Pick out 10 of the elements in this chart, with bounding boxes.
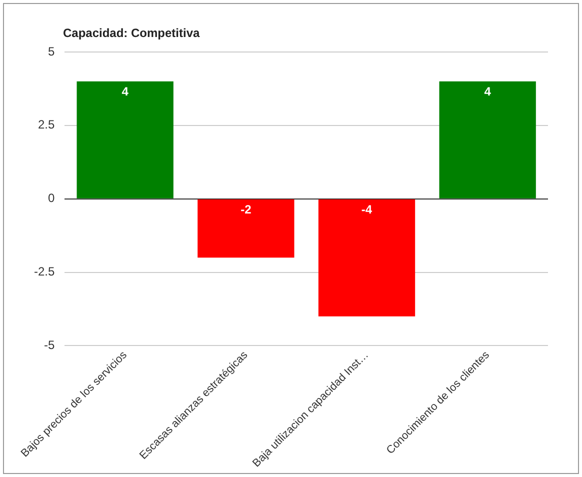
data-label: 4: [122, 84, 129, 99]
data-label: -4: [361, 202, 372, 217]
y-tick-label: -2.5: [34, 264, 55, 279]
y-tick-label: 5: [48, 44, 55, 58]
data-label: 4: [484, 84, 492, 99]
y-tick-label: -5: [44, 338, 55, 352]
data-label: -2: [240, 202, 252, 217]
y-tick-label: 2.5: [38, 118, 55, 132]
y-tick-label: 0: [48, 191, 55, 206]
chart-title: Capacidad: Competitiva: [63, 26, 200, 40]
